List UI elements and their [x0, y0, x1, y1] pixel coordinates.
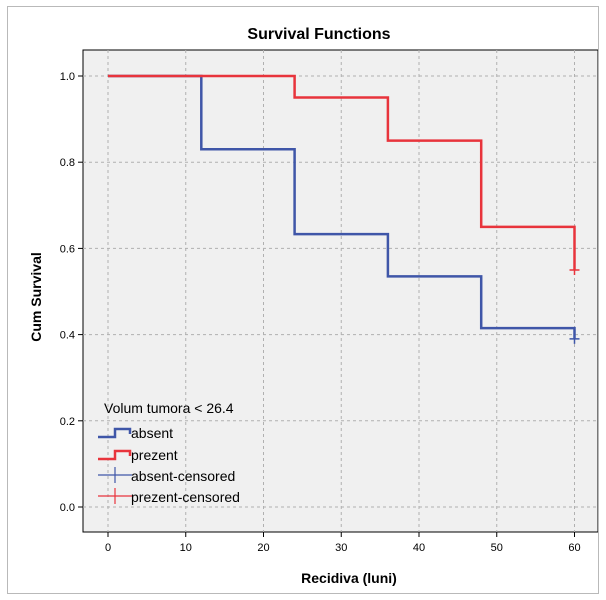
y-tick-label: 0.4 — [60, 330, 75, 342]
legend-label-absent: absent — [131, 425, 173, 441]
grid — [83, 50, 598, 532]
legend-label-prezent: prezent — [131, 447, 178, 463]
y-axis-label: Cum Survival — [28, 252, 44, 341]
legend: Volum tumora < 26.4 absent prezent absent-… — [98, 400, 240, 505]
legend-swatch-absent — [98, 427, 132, 439]
censor-mark-absent — [569, 333, 580, 344]
x-tick-label: 50 — [491, 542, 503, 554]
legend-swatch-prezent — [98, 449, 132, 461]
survival-curve-prezent — [108, 74, 576, 270]
y-tick-label: 0.6 — [60, 243, 75, 255]
plot-area — [82, 49, 598, 533]
x-tick-label: 20 — [257, 542, 269, 554]
survival-chart: Survival Functions 0 10 20 30 40 50 60 0.0 0.2 0.… — [28, 26, 598, 586]
legend-swatch-absent-censored — [98, 467, 132, 483]
legend-swatch-prezent-censored — [98, 488, 132, 504]
legend-label-prezent-censored: prezent-censored — [131, 489, 240, 505]
axes: 0 10 20 30 40 50 60 0.0 0.2 0.4 0.6 0.8 1.0 — [60, 71, 581, 554]
y-tick-label: 1.0 — [60, 71, 75, 83]
chart-title: Survival Functions — [247, 26, 390, 43]
x-axis-label: Recidiva (luni) — [301, 570, 397, 586]
survival-curve-absent — [108, 74, 576, 339]
legend-label-absent-censored: absent-censored — [131, 468, 235, 484]
y-tick-label: 0.0 — [60, 502, 75, 514]
x-tick-label: 30 — [335, 542, 347, 554]
chart-frame: Survival Functions 0 10 20 30 40 50 60 0.0 0.2 0.… — [7, 6, 599, 594]
x-tick-label: 60 — [568, 542, 580, 554]
x-tick-label: 10 — [180, 542, 192, 554]
series-layer — [108, 74, 580, 344]
x-tick-label: 0 — [105, 542, 111, 554]
y-tick-label: 0.8 — [60, 157, 75, 169]
censor-mark-prezent — [569, 264, 580, 275]
x-tick-label: 40 — [413, 542, 425, 554]
legend-title: Volum tumora < 26.4 — [104, 400, 234, 416]
y-tick-label: 0.2 — [60, 416, 75, 428]
